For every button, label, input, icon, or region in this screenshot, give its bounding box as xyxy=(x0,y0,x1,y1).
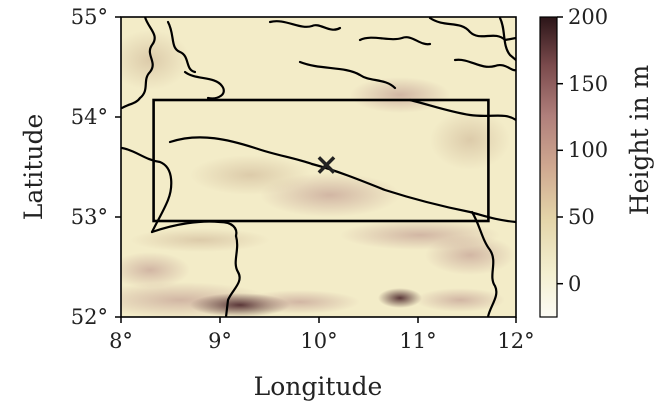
x-tick-label: 9° xyxy=(208,329,232,353)
colorbar-tick-label: 200 xyxy=(568,5,608,29)
colorbar-tick-label: 50 xyxy=(568,205,595,229)
y-tick-label: 53° xyxy=(71,205,108,229)
colorbar: 200 150 100 50 0 Height in m xyxy=(539,5,654,318)
map-panel: × xyxy=(121,17,516,317)
location-marker: × xyxy=(314,148,339,183)
y-axis-label: Latitude xyxy=(19,114,48,221)
colorbar-label: Height in m xyxy=(625,64,654,215)
x-axis-ticks xyxy=(120,317,517,323)
x-tick-label: 12° xyxy=(497,329,534,353)
colorbar-gradient xyxy=(539,16,558,318)
study-region-box xyxy=(152,98,490,223)
x-tick-label: 11° xyxy=(399,329,436,353)
colorbar-tick-label: 0 xyxy=(568,272,581,296)
y-tick-label: 55° xyxy=(71,5,108,29)
x-tick-labels: 8° 9° 10° 11° 12° xyxy=(109,329,535,353)
y-tick-label: 54° xyxy=(71,105,108,129)
y-tick-labels: 55° 54° 53° 52° xyxy=(71,5,108,329)
x-axis-label: Longitude xyxy=(254,372,383,401)
y-axis-ticks xyxy=(115,16,121,318)
colorbar-tick-label: 150 xyxy=(568,72,608,96)
x-tick-label: 8° xyxy=(109,329,133,353)
colorbar-tick-label: 100 xyxy=(568,138,608,162)
colorbar-ticks xyxy=(557,16,563,285)
x-tick-label: 10° xyxy=(300,329,337,353)
terrain-relief xyxy=(121,30,515,317)
y-tick-label: 52° xyxy=(71,305,108,329)
